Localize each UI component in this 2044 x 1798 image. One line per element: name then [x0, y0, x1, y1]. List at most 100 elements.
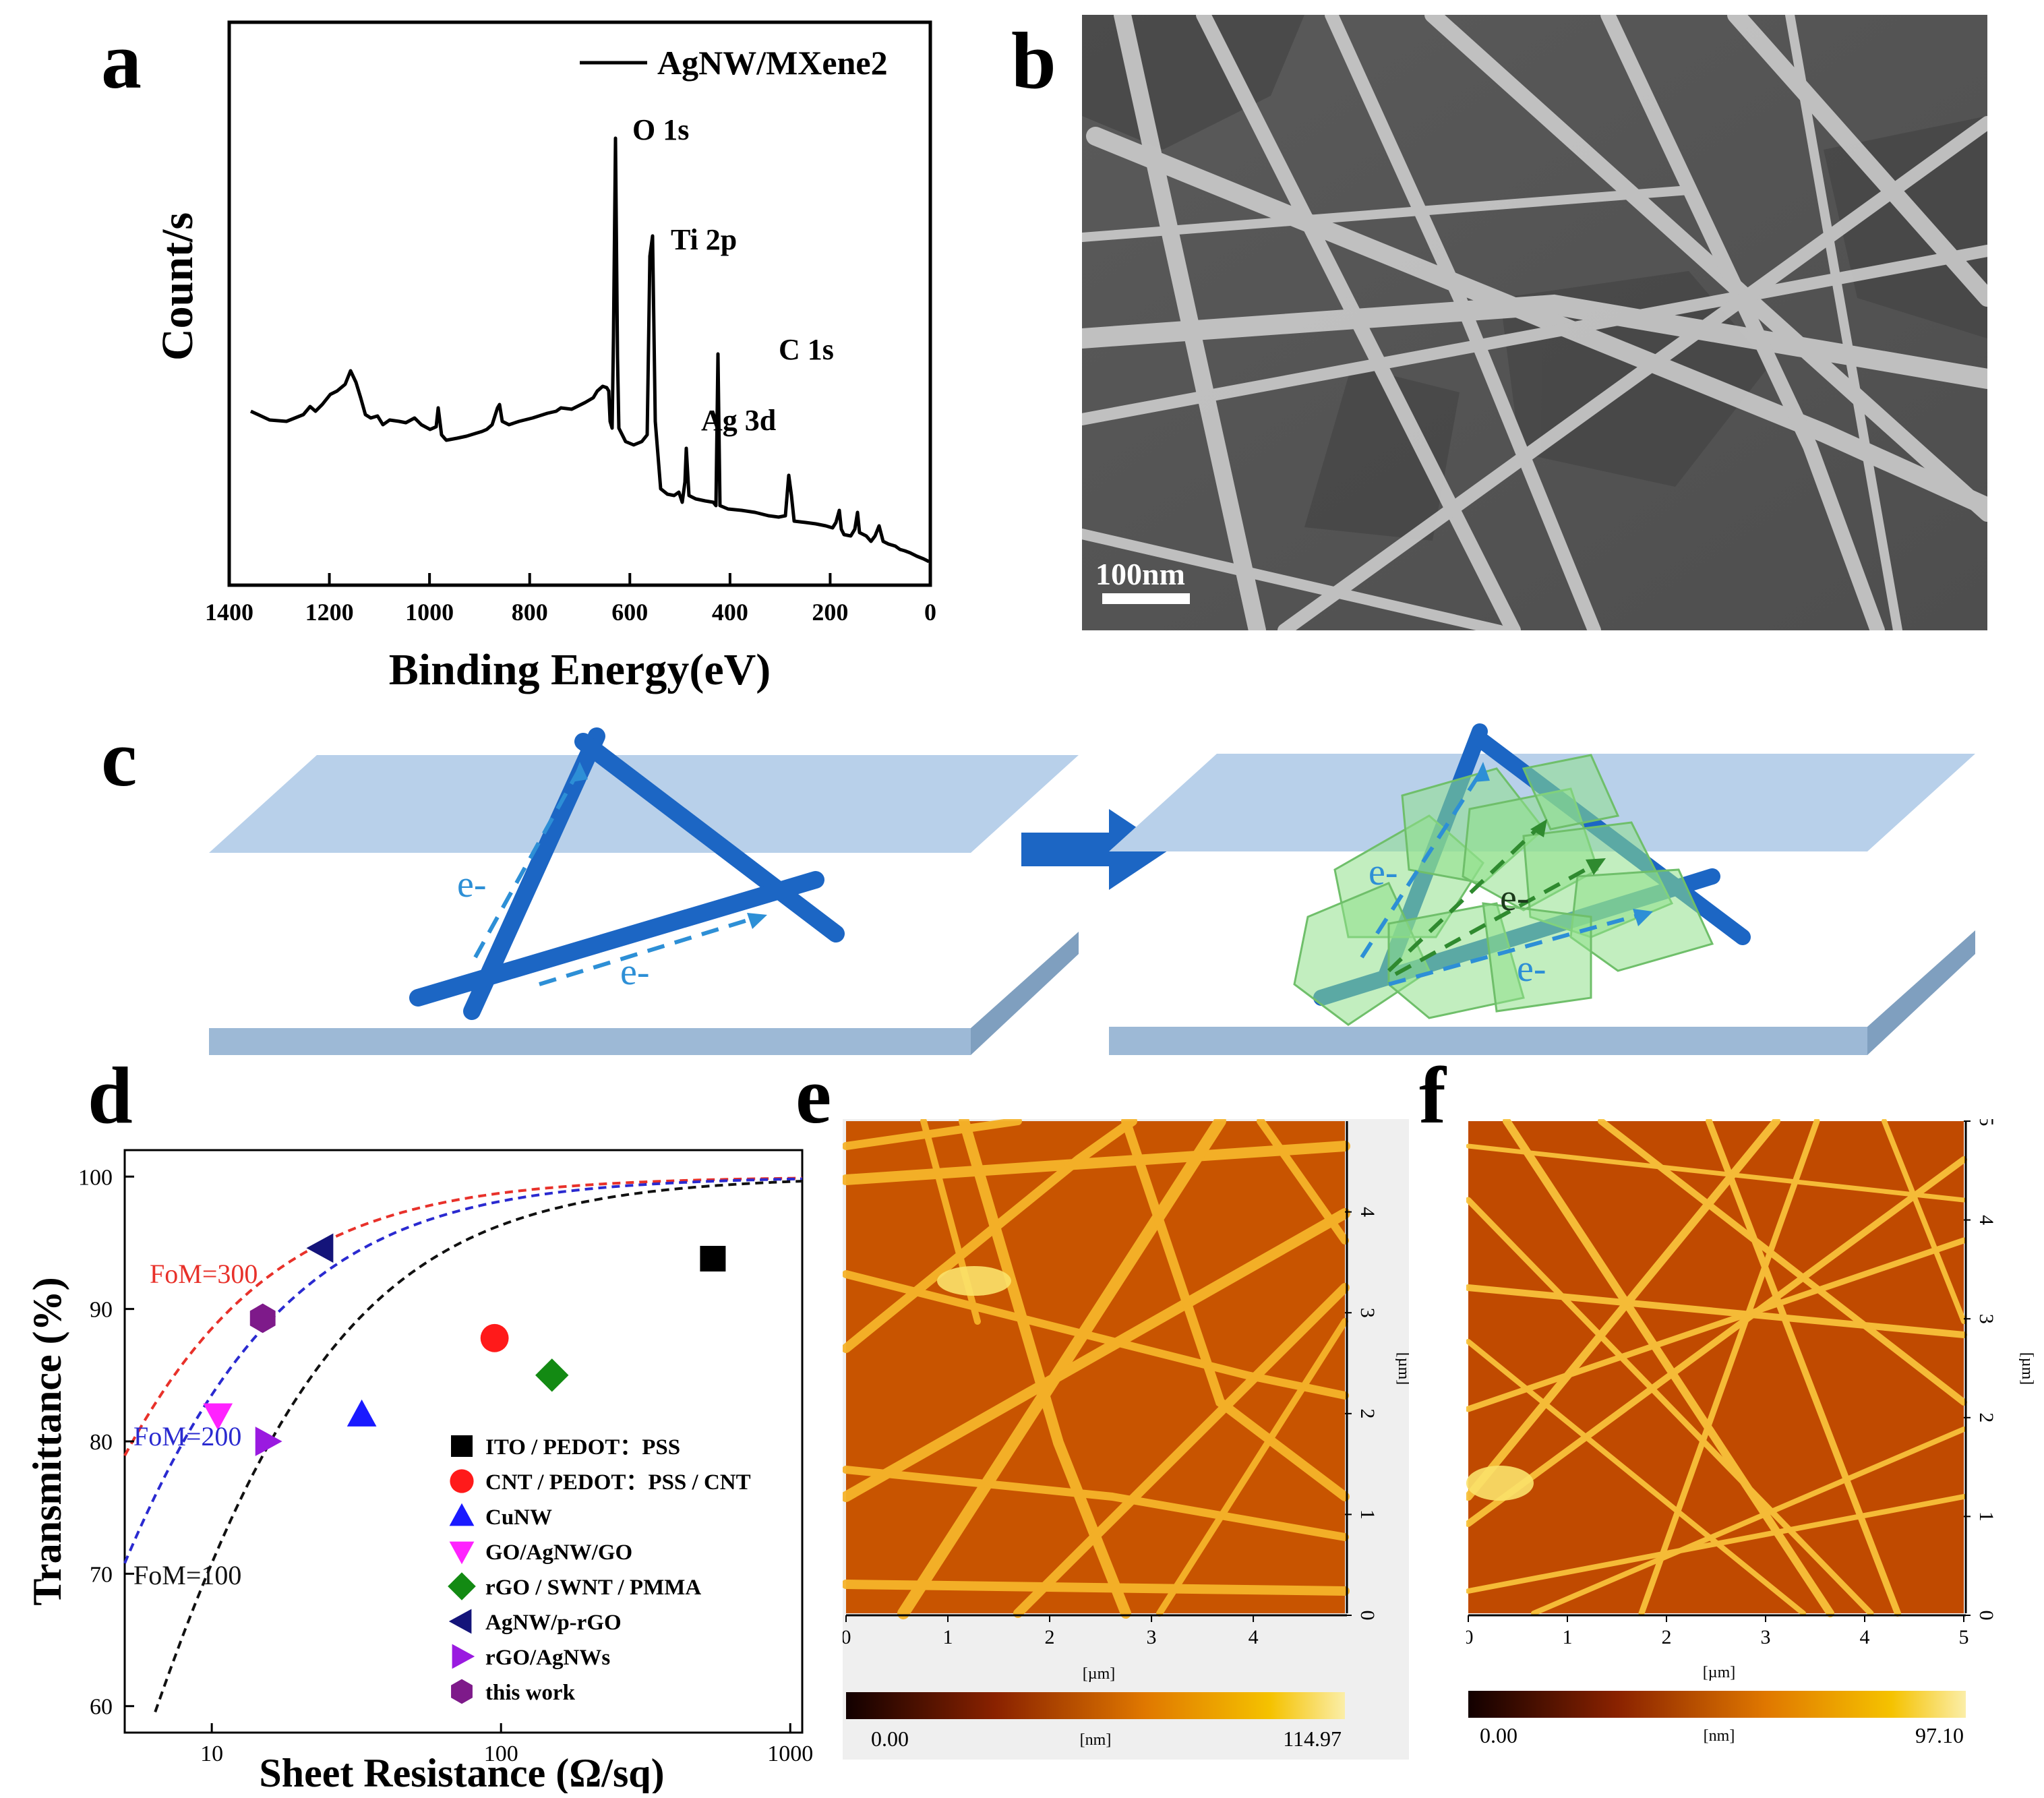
legend-marker — [449, 1541, 475, 1565]
y-tick-label: 1 — [1356, 1509, 1379, 1520]
legend-marker — [451, 1679, 473, 1704]
x-tick-label: 200 — [812, 599, 848, 626]
legend-label: AgNW/p-rGO — [485, 1611, 622, 1635]
sem-image: 100nm — [1082, 15, 1987, 630]
peak-label-ti2p: Ti 2p — [671, 223, 737, 256]
legend-label: GO/AgNW/GO — [485, 1540, 632, 1565]
y-tick-label: 2 — [1975, 1412, 1997, 1422]
x-tick-label: 1 — [943, 1626, 953, 1648]
fom-curve — [123, 1177, 803, 1564]
x-tick-label: 2 — [1662, 1626, 1672, 1648]
fom-100-label: FoM=100 — [133, 1560, 241, 1590]
electron-label: e- — [457, 864, 487, 905]
colorbar-unit: [nm] — [1704, 1727, 1735, 1745]
x-axis-label: Binding Energy(eV) — [389, 645, 771, 694]
plot-frame — [227, 20, 932, 587]
x-tick-label: 0 — [1466, 1626, 1474, 1648]
colorbar-max: 114.97 — [1283, 1727, 1342, 1751]
transition-arrow — [1021, 809, 1170, 890]
electron-label: e- — [1500, 877, 1530, 919]
legend-marker — [451, 1435, 473, 1457]
panel-label-a: a — [101, 16, 142, 105]
panel-label-c: c — [101, 713, 138, 803]
colorbar-max: 97.10 — [1915, 1723, 1964, 1747]
x-tick-label: 4 — [1860, 1626, 1870, 1648]
x-tick-label: 800 — [512, 599, 548, 626]
scale-bar — [1102, 593, 1190, 604]
y-tick-label: 80 — [90, 1430, 113, 1455]
x-tick-label: 1 — [1563, 1626, 1573, 1648]
legend-marker — [452, 1644, 475, 1669]
legend-marker — [448, 1572, 476, 1600]
x-tick-label: 0 — [924, 599, 936, 626]
data-point — [535, 1358, 569, 1392]
nanowire-network-bare — [409, 727, 845, 1020]
y-tick-label: 3 — [1975, 1314, 1997, 1324]
y-tick-label: 1 — [1975, 1511, 1997, 1522]
electron-label: e- — [1517, 948, 1546, 990]
y-axis-label: Transmittance (%) — [25, 1277, 69, 1605]
mxene-flakes — [1293, 754, 1714, 1026]
x-tick-label: 1400 — [205, 599, 253, 626]
legend-label: rGO / SWNT / PMMA — [485, 1576, 701, 1600]
x-tick-label: 10 — [200, 1741, 223, 1766]
y-tick-label: 2 — [1356, 1408, 1379, 1418]
peak-label-o1s: O 1s — [632, 113, 689, 146]
data-point — [255, 1427, 282, 1456]
legend-marker — [450, 1469, 474, 1493]
x-tick-label: 4 — [1249, 1626, 1259, 1648]
electron-label: e- — [1369, 851, 1398, 893]
y-tick-label: 4 — [1356, 1207, 1379, 1217]
data-point — [203, 1403, 233, 1431]
x-tick-label: 400 — [712, 599, 748, 626]
y-axis-label: [µm] — [1395, 1352, 1409, 1385]
x-tick-label: 5 — [1959, 1626, 1969, 1648]
y-axis-label: [µm] — [2018, 1352, 2036, 1385]
y-tick-label: 3 — [1356, 1308, 1379, 1318]
x-tick-label: 3 — [1147, 1626, 1157, 1648]
colorbar — [846, 1692, 1345, 1719]
x-tick-label: 1000 — [767, 1741, 813, 1766]
colorbar-min: 0.00 — [1480, 1723, 1517, 1747]
y-tick-label: 4 — [1975, 1215, 1997, 1225]
x-tick-label: 600 — [611, 599, 648, 626]
data-point — [700, 1246, 726, 1272]
data-point — [306, 1233, 334, 1263]
peak-label-ag3d: Ag 3d — [701, 404, 776, 437]
legend-marker — [449, 1503, 475, 1526]
legend-label: ITO / PEDOT：PSS — [485, 1435, 680, 1460]
legend-marker — [448, 1609, 472, 1634]
fom-chart: 60 70 80 90 100 10 100 1000 ITO / PEDOT：PSS CNT … — [25, 1149, 813, 1793]
xps-spectrum-line — [249, 136, 930, 564]
colorbar-unit: [nm] — [1080, 1731, 1112, 1749]
panel-label-e: e — [795, 1050, 832, 1140]
y-tick-label: 0 — [1975, 1611, 1997, 1621]
x-axis-label: [µm] — [1703, 1664, 1735, 1681]
fom-200-label: FoM=200 — [133, 1421, 241, 1451]
legend-label: AgNW/MXene2 — [657, 44, 888, 82]
colorbar — [1468, 1691, 1966, 1718]
colorbar-min: 0.00 — [871, 1727, 909, 1751]
legend-label: rGO/AgNWs — [485, 1646, 610, 1670]
legend-label: this work — [485, 1681, 576, 1705]
xps-chart: AgNW/MXene2 O 1s Ti 2p Ag 3d C 1s 1400 12… — [153, 20, 936, 694]
y-tick-label: 0 — [1356, 1611, 1379, 1621]
y-axis-label: Count/s — [153, 212, 202, 361]
fom-curve — [154, 1180, 803, 1713]
peak-label-c1s: C 1s — [779, 333, 834, 366]
x-tick-label: 1000 — [405, 599, 454, 626]
fom-300-label: FoM=300 — [150, 1259, 258, 1289]
x-axis-ticks: 1400 1200 1000 800 600 400 200 0 — [205, 573, 936, 626]
fom-curve — [123, 1176, 803, 1457]
data-point — [480, 1323, 509, 1352]
x-tick-label: 1200 — [305, 599, 354, 626]
x-axis-label: [µm] — [1083, 1665, 1115, 1683]
x-axis-label: Sheet Resistance (Ω/sq) — [259, 1751, 664, 1793]
legend-label: CuNW — [485, 1505, 552, 1530]
y-tick-label: 70 — [90, 1562, 113, 1587]
schematic-diagram: e- e- e- e- e- — [209, 723, 1975, 1055]
x-tick-label: 0 — [843, 1626, 851, 1648]
afm-image-e: 0 1 2 3 4 0 1 2 3 4 [µm] [µm] 0.00 [nm] 114.97 — [843, 1119, 1409, 1760]
electron-label: e- — [620, 951, 650, 993]
